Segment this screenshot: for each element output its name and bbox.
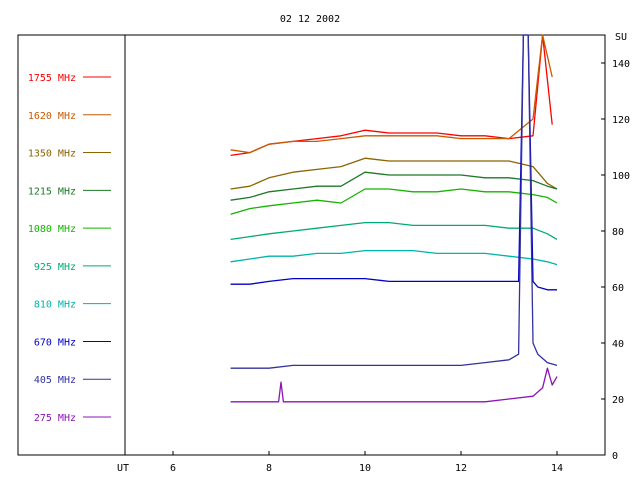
x-tick-label: 8: [266, 463, 272, 474]
series-line: [230, 221, 558, 241]
y-tick-label: 140: [612, 59, 630, 70]
x-tick-label: 12: [455, 463, 467, 474]
y-tick-label: 100: [612, 171, 630, 182]
y-tick-label: 80: [612, 227, 624, 238]
legend-label: 275 MHz: [34, 413, 76, 424]
plot-frame: [17, 34, 606, 456]
series-line: [230, 34, 553, 154]
legend-label: 1215 MHz: [28, 186, 76, 197]
legend-label: 810 MHz: [34, 300, 76, 311]
series-line: [230, 367, 558, 403]
legend-label: 1620 MHz: [28, 111, 76, 122]
legend: 1755 MHz 1620 MHz 1350 MHz 1215 MHz 1080 MHz…: [28, 73, 111, 424]
legend-label: 1755 MHz: [28, 73, 76, 84]
series-line: [230, 157, 558, 190]
y-tick-label: 40: [612, 339, 624, 350]
y-tick-label: 20: [612, 395, 624, 406]
legend-label: 925 MHz: [34, 262, 76, 273]
x-tick-label: 6: [170, 463, 176, 474]
x-axis-unit-label: UT: [117, 463, 129, 474]
legend-label: 405 MHz: [34, 375, 76, 386]
series-line: [230, 171, 558, 201]
x-tick-label: 10: [359, 463, 371, 474]
series-line: [230, 34, 553, 157]
legend-label: 670 MHz: [34, 337, 76, 348]
x-tick-label: 14: [551, 463, 563, 474]
y-tick-label: 0: [612, 451, 618, 462]
series-line: [230, 34, 558, 369]
series-lines: [230, 34, 558, 403]
legend-label: 1080 MHz: [28, 224, 76, 235]
chart-title: 02 12 2002: [280, 14, 340, 25]
legend-label: 1350 MHz: [28, 149, 76, 160]
y-tick-label: 120: [612, 115, 630, 126]
y-axis-unit-label: SU: [615, 32, 627, 43]
series-line: [230, 249, 558, 266]
series-line: [230, 188, 558, 215]
series-line: [230, 34, 557, 291]
y-tick-label: 60: [612, 283, 624, 294]
